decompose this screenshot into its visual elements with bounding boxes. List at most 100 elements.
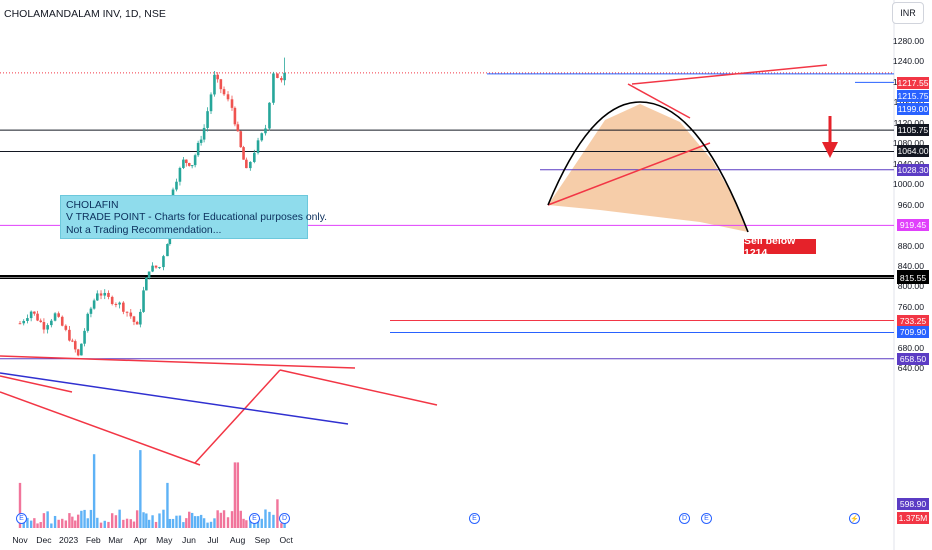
candle-body <box>89 308 93 314</box>
candle-body <box>139 311 142 325</box>
trend-line <box>627 83 691 119</box>
volume-bar <box>125 518 129 528</box>
candle-body <box>110 296 114 304</box>
price-level-tag: 709.90 <box>897 326 929 339</box>
candle-body <box>122 302 125 312</box>
volume-bar <box>166 482 169 528</box>
x-tick-label: Jul <box>207 535 219 545</box>
candle-body <box>147 271 151 278</box>
volume-bar <box>36 523 39 528</box>
candle-body <box>33 311 36 314</box>
currency-selector[interactable]: INR <box>892 2 924 24</box>
volume-bar <box>107 521 110 528</box>
y-tick-label: 640.00 <box>897 363 924 374</box>
trend-line <box>631 64 828 85</box>
candle-body <box>125 311 129 313</box>
price-level-tag: 1199.00 <box>897 103 929 115</box>
x-tick-label: Aug <box>229 535 246 545</box>
split-event-icon[interactable]: ⚡ <box>849 513 860 524</box>
x-tick-label: Nov <box>12 535 28 545</box>
candle-body <box>129 312 133 317</box>
candle-body <box>39 320 43 323</box>
candle-body <box>29 311 33 319</box>
volume-bar <box>145 513 148 528</box>
volume-bar <box>158 513 161 528</box>
y-tick-label: 1120.00 <box>893 117 924 128</box>
volume-bar <box>103 520 106 528</box>
candle-body <box>268 102 271 129</box>
volume-bar <box>118 509 121 528</box>
y-tick-label: 800.00 <box>897 281 924 292</box>
candle-body <box>42 322 46 330</box>
volume-bar <box>249 520 252 528</box>
earnings-event-icon[interactable]: E <box>469 513 480 524</box>
volume-bar <box>129 519 132 528</box>
candle-body <box>209 94 213 112</box>
candle-body <box>280 78 283 81</box>
candle-body <box>36 313 39 321</box>
volume-bar <box>53 515 57 528</box>
volume-bar <box>139 450 142 528</box>
candle-body <box>92 300 96 309</box>
volume-bar <box>222 510 226 528</box>
candle-body <box>71 340 74 342</box>
dividend-event-icon[interactable]: D <box>279 513 290 524</box>
volume-bar <box>242 518 245 528</box>
volume-bar <box>188 511 191 528</box>
volume-bar <box>114 515 118 528</box>
candle-body <box>145 277 148 291</box>
candle-body <box>230 99 234 108</box>
volume-bar <box>193 516 197 528</box>
candle-body <box>185 159 188 164</box>
price-level-tag: 815.55 <box>897 272 929 285</box>
candle-body <box>199 139 203 143</box>
x-tick-label: Apr <box>133 535 148 545</box>
volume-bar <box>216 510 219 528</box>
volume-tag: 1.375M <box>897 512 929 524</box>
volume-bar <box>22 522 25 528</box>
note-line-2: V TRADE POINT - Charts for Educational p… <box>66 212 328 224</box>
volume-bar <box>154 521 158 528</box>
cup-fill-area <box>548 104 748 232</box>
volume-bar <box>110 513 114 528</box>
sell-callout: Sell below 1214 <box>743 235 817 259</box>
note-line-1: CHOLAFIN <box>66 200 119 211</box>
earnings-event-icon[interactable]: E <box>249 513 260 524</box>
candle-body <box>193 155 197 166</box>
trend-line <box>547 142 711 206</box>
earnings-event-icon[interactable]: E <box>16 513 27 524</box>
symbol-title: CHOLAMANDALAM INV, 1D, NSE <box>4 8 166 20</box>
candle-body <box>132 316 136 322</box>
volume-bar <box>178 515 182 528</box>
volume-bar <box>42 513 46 528</box>
x-tick-label: Feb <box>85 535 101 545</box>
candle-body <box>50 320 53 326</box>
candle-body <box>239 131 243 148</box>
volume-bar <box>39 522 42 528</box>
volume-bar <box>230 511 234 528</box>
volume-bar <box>272 514 275 528</box>
volume-bar <box>233 462 237 528</box>
dividend-event-icon[interactable]: D <box>679 513 690 524</box>
candle-body <box>178 167 182 182</box>
volume-bar <box>92 454 96 528</box>
candle-body <box>256 140 260 153</box>
volume-bar <box>76 514 80 528</box>
x-tick-label: May <box>156 535 173 545</box>
earnings-event-icon[interactable]: E <box>701 513 712 524</box>
volume-bar <box>64 520 68 528</box>
price-level-tag: 733.25 <box>897 314 929 327</box>
volume-bar <box>80 510 83 528</box>
candle-body <box>253 152 256 162</box>
y-tick-label: 960.00 <box>897 199 924 210</box>
x-tick-label: Oct <box>279 535 293 545</box>
y-tick-label: 1280.00 <box>892 36 924 46</box>
volume-bar <box>29 520 33 528</box>
candle-body <box>103 292 107 296</box>
volume-bar <box>99 522 103 528</box>
price-level-tag: 1105.75 <box>897 124 929 137</box>
volume-bar <box>171 518 175 528</box>
volume-bar <box>219 512 223 528</box>
candle-body <box>96 293 99 301</box>
